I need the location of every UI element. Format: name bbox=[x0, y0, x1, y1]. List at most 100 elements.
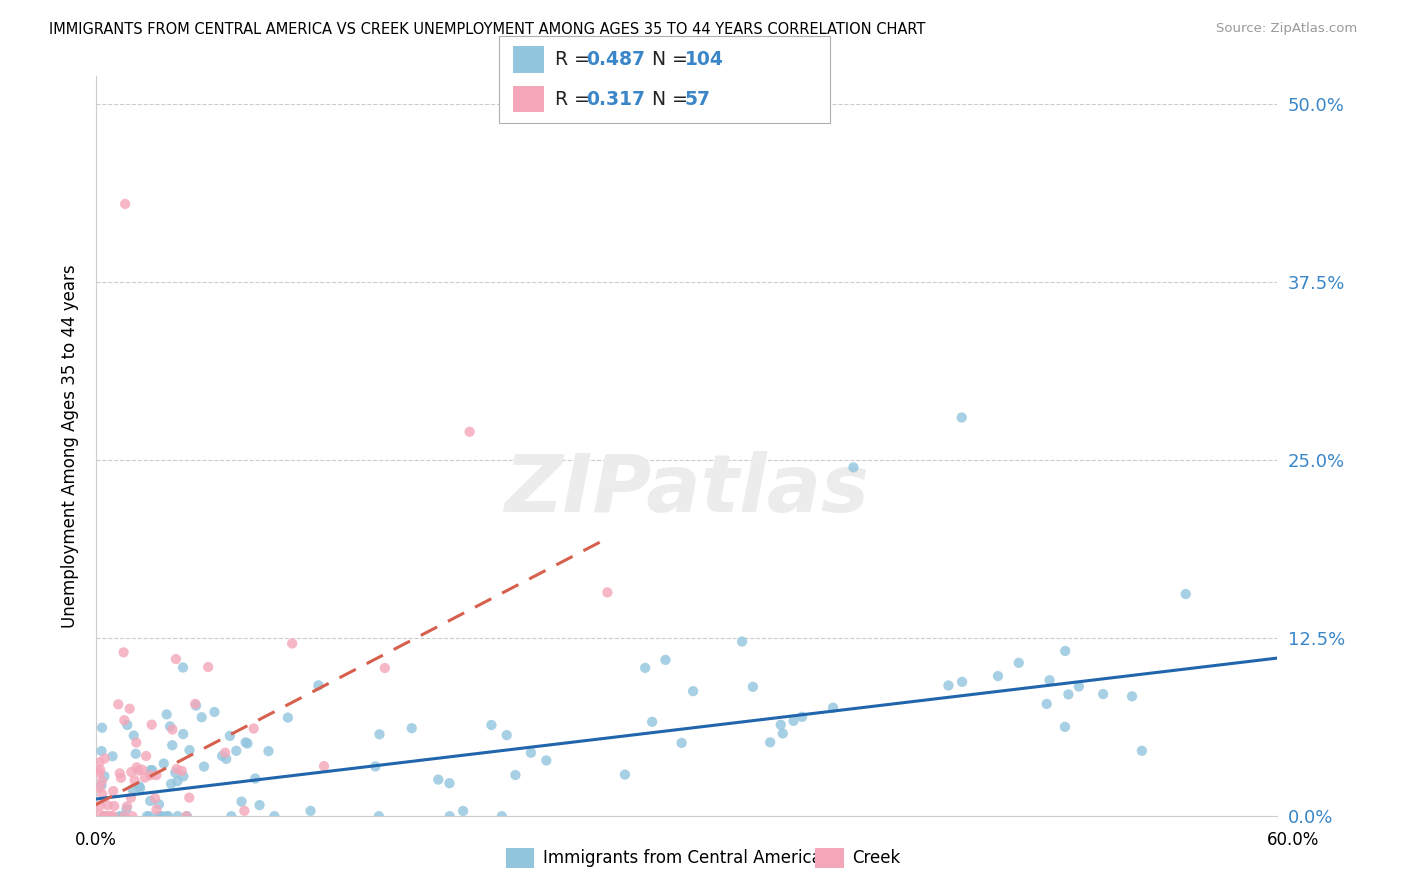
Point bbox=[120, 765, 142, 780]
Point bbox=[108, 766, 131, 780]
Point bbox=[100, 809, 122, 823]
Text: 104: 104 bbox=[685, 50, 724, 70]
Point bbox=[89, 807, 111, 822]
Point bbox=[94, 809, 117, 823]
Point bbox=[1057, 687, 1080, 701]
Point bbox=[166, 809, 188, 823]
Point bbox=[172, 660, 194, 674]
Point bbox=[165, 652, 187, 666]
Point bbox=[93, 769, 115, 783]
Point bbox=[101, 809, 124, 823]
Point bbox=[731, 634, 754, 648]
Point bbox=[427, 772, 450, 787]
Point bbox=[149, 809, 172, 823]
Point bbox=[89, 798, 111, 813]
Point bbox=[179, 743, 201, 757]
Point bbox=[156, 707, 179, 722]
Point bbox=[90, 778, 112, 792]
Point bbox=[112, 645, 135, 659]
Point bbox=[166, 774, 188, 789]
Point bbox=[131, 763, 153, 777]
Point bbox=[772, 726, 794, 740]
Point bbox=[170, 764, 193, 778]
Point bbox=[98, 809, 121, 823]
Point bbox=[125, 747, 148, 761]
Point bbox=[374, 661, 396, 675]
Point bbox=[162, 723, 184, 737]
Point bbox=[135, 749, 157, 764]
Point bbox=[219, 809, 242, 823]
Point bbox=[121, 809, 143, 823]
Point bbox=[520, 746, 543, 760]
Text: N =: N = bbox=[640, 89, 693, 109]
Point bbox=[141, 763, 163, 777]
Point bbox=[1053, 720, 1076, 734]
Point bbox=[235, 735, 257, 749]
Point bbox=[129, 781, 152, 796]
Point bbox=[160, 777, 183, 791]
Point bbox=[172, 769, 194, 783]
Point bbox=[139, 763, 162, 777]
Point bbox=[536, 754, 558, 768]
Text: Immigrants from Central America: Immigrants from Central America bbox=[543, 849, 821, 867]
Point bbox=[367, 809, 389, 823]
Point bbox=[505, 768, 527, 782]
Point bbox=[156, 809, 179, 823]
Point bbox=[1174, 587, 1197, 601]
Text: ZIPatlas: ZIPatlas bbox=[503, 451, 869, 530]
Text: 60.0%: 60.0% bbox=[1267, 831, 1320, 849]
Point bbox=[987, 669, 1010, 683]
Point bbox=[112, 809, 135, 823]
Point bbox=[152, 756, 174, 771]
Point bbox=[634, 661, 657, 675]
Point bbox=[277, 710, 299, 724]
Point bbox=[1067, 680, 1090, 694]
Point bbox=[128, 780, 150, 794]
Point bbox=[759, 735, 782, 749]
Point bbox=[741, 680, 763, 694]
Point bbox=[281, 636, 304, 650]
Point bbox=[148, 809, 170, 823]
Point bbox=[176, 809, 198, 823]
Text: Source: ZipAtlas.com: Source: ZipAtlas.com bbox=[1216, 22, 1357, 36]
Point bbox=[101, 749, 124, 764]
Point bbox=[118, 702, 141, 716]
Point bbox=[89, 756, 111, 770]
Point bbox=[671, 736, 693, 750]
Point bbox=[117, 718, 139, 732]
Point bbox=[204, 705, 226, 719]
Point bbox=[139, 794, 162, 808]
Point bbox=[139, 768, 162, 782]
Point bbox=[790, 710, 813, 724]
Point bbox=[165, 765, 187, 780]
Point bbox=[307, 678, 329, 692]
Point bbox=[654, 653, 676, 667]
Point bbox=[122, 729, 145, 743]
Point bbox=[312, 759, 335, 773]
Point bbox=[145, 768, 167, 782]
Point bbox=[821, 700, 844, 714]
Point bbox=[938, 679, 960, 693]
Point bbox=[107, 698, 129, 712]
Point bbox=[245, 772, 267, 786]
Point bbox=[125, 735, 148, 749]
Point bbox=[103, 784, 125, 798]
Point bbox=[257, 744, 280, 758]
Point bbox=[641, 714, 664, 729]
Point bbox=[94, 809, 117, 823]
Point bbox=[842, 460, 865, 475]
Point bbox=[91, 721, 114, 735]
Point bbox=[96, 809, 118, 823]
Point bbox=[150, 809, 173, 823]
Point bbox=[193, 759, 215, 773]
Text: R =: R = bbox=[555, 50, 596, 70]
Point bbox=[1038, 673, 1060, 688]
Text: 0.0%: 0.0% bbox=[75, 831, 117, 849]
Point bbox=[138, 809, 160, 823]
Point bbox=[128, 764, 150, 778]
Point bbox=[596, 585, 619, 599]
Point bbox=[89, 763, 111, 777]
Point bbox=[110, 771, 132, 785]
Point bbox=[90, 744, 112, 758]
Point bbox=[950, 410, 973, 425]
